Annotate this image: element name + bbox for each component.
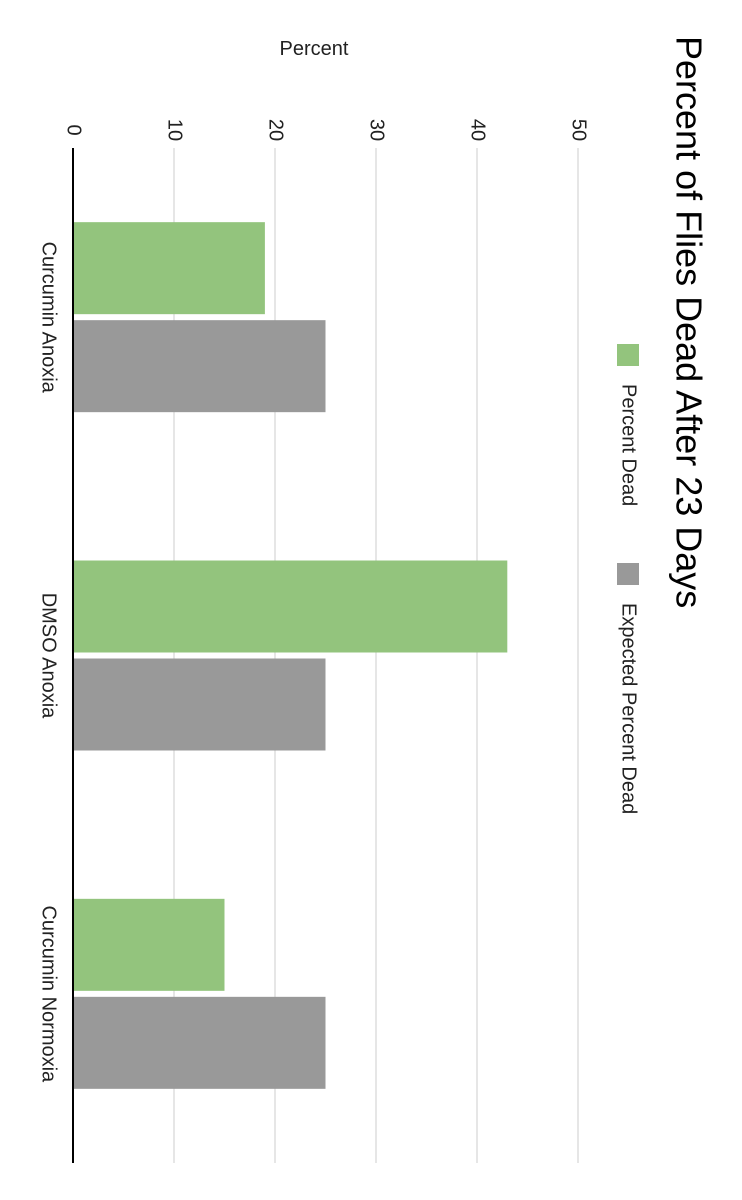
legend-swatch [617,563,639,585]
legend-swatch [617,344,639,366]
bars [73,222,508,1089]
bar-percent-dead [73,560,508,653]
bar-expected-percent-dead [73,658,326,751]
legend-label-expected-percent-dead: Expected Percent Dead [618,603,640,814]
grid-lines [173,148,579,1163]
category-labels: Curcumin Anoxia DMSO Anoxia Curcumin Normo… [38,242,60,1083]
value-tick-label: 0 [63,124,85,135]
value-tick-label: 30 [366,119,388,141]
category-label: Curcumin Normoxia [38,905,60,1083]
value-tick-label: 20 [265,119,287,141]
value-tick-labels: 0 10 20 30 40 50 [63,119,590,141]
legend: Percent Dead Expected Percent Dead [617,344,640,814]
legend-label-percent-dead: Percent Dead [618,384,640,506]
value-tick-label: 10 [164,119,186,141]
category-label: Curcumin Anoxia [38,242,60,394]
bar-percent-dead [73,222,265,315]
bar-percent-dead [73,898,225,991]
value-tick-label: 40 [467,119,489,141]
category-label: DMSO Anoxia [38,593,60,719]
bar-expected-percent-dead [73,996,326,1089]
value-axis-label: Percent [280,38,349,60]
bar-expected-percent-dead [73,320,326,413]
chart-title: Percent of Flies Dead After 23 Days [668,36,709,608]
value-tick-label: 50 [568,119,590,141]
